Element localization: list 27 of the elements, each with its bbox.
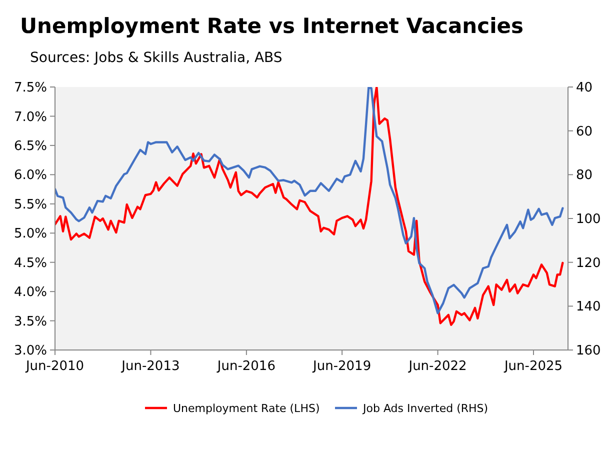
- x-tick-label: Jun-2016: [216, 359, 276, 374]
- y-tick-label: 4.5%: [14, 256, 47, 271]
- x-tick-label: Jun-2010: [24, 359, 84, 374]
- legend-label: Job Ads Inverted (RHS): [362, 402, 488, 415]
- y2-tick-label: 120: [576, 256, 601, 271]
- y-tick-label: 5.0%: [14, 226, 47, 242]
- y2-tick-label: 100: [576, 212, 601, 228]
- y-tick-label: 3.5%: [14, 314, 47, 330]
- y2-tick-label: 160: [576, 344, 601, 359]
- y2-tick-label: 60: [576, 124, 593, 140]
- x-tick-label: Jun-2019: [312, 359, 372, 374]
- x-tick-label: Jun-2022: [408, 359, 467, 374]
- y-tick-label: 5.5%: [14, 197, 47, 212]
- y2-tick-label: 140: [576, 300, 601, 315]
- x-tick-label: Jun-2013: [120, 359, 180, 374]
- y-tick-label: 6.0%: [14, 168, 47, 184]
- y-tick-label: 6.5%: [14, 138, 47, 154]
- chart-subtitle: Sources: Jobs & Skills Australia, ABS: [30, 50, 282, 66]
- legend-label: Unemployment Rate (LHS): [173, 402, 320, 415]
- y-tick-label: 7.5%: [14, 80, 47, 96]
- y2-tick-label: 80: [576, 168, 593, 184]
- y-tick-label: 3.0%: [14, 344, 47, 359]
- y2-tick-label: 40: [576, 80, 593, 96]
- x-tick-label: Jun-2025: [503, 359, 563, 374]
- y-tick-label: 4.0%: [14, 285, 47, 300]
- chart-title: Unemployment Rate vs Internet Vacancies: [20, 14, 524, 38]
- y-tick-label: 7.0%: [14, 110, 47, 125]
